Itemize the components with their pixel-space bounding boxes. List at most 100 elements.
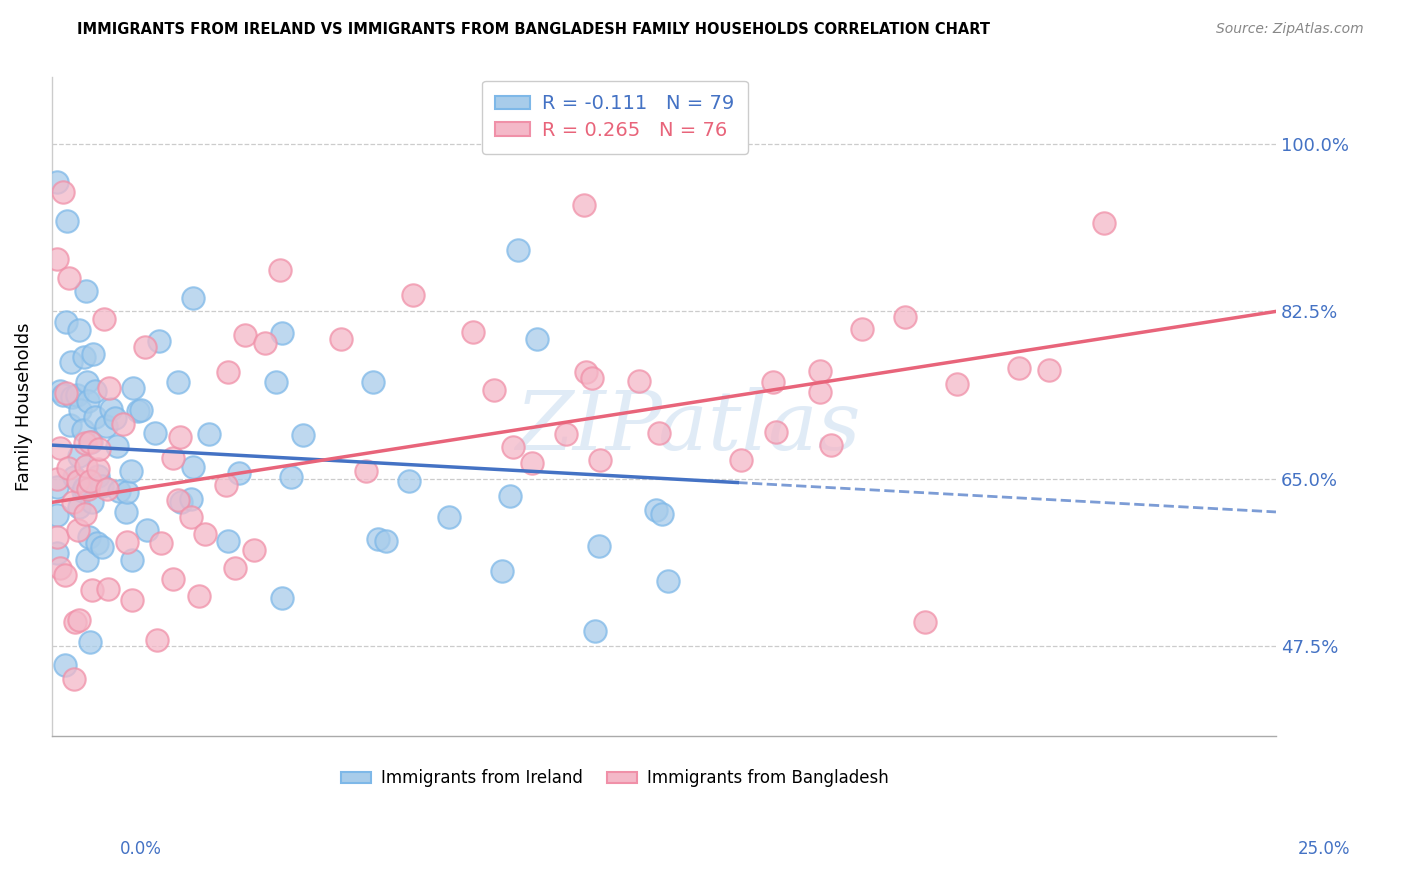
Point xyxy=(583,624,606,639)
Point xyxy=(894,310,917,324)
Point xyxy=(762,375,785,389)
Point xyxy=(402,287,425,301)
Point xyxy=(217,534,239,549)
Point xyxy=(648,426,671,441)
Point xyxy=(60,390,83,404)
Point xyxy=(82,494,104,508)
Point xyxy=(59,418,82,433)
Point xyxy=(253,335,276,350)
Point xyxy=(506,244,529,258)
Point xyxy=(520,456,543,470)
Point xyxy=(134,341,156,355)
Point xyxy=(90,540,112,554)
Point xyxy=(107,483,129,498)
Point xyxy=(97,582,120,596)
Point xyxy=(367,532,389,546)
Point xyxy=(112,417,135,432)
Point xyxy=(1092,216,1115,230)
Point xyxy=(264,375,287,389)
Point xyxy=(73,350,96,364)
Point xyxy=(730,453,752,467)
Point xyxy=(235,328,257,343)
Point xyxy=(69,402,91,417)
Point xyxy=(228,466,250,480)
Point xyxy=(162,450,184,465)
Point xyxy=(117,534,139,549)
Point xyxy=(167,492,190,507)
Point xyxy=(79,474,101,488)
Point xyxy=(651,507,673,521)
Point xyxy=(271,591,294,605)
Point xyxy=(45,546,67,560)
Text: 0.0%: 0.0% xyxy=(120,840,162,858)
Point xyxy=(169,430,191,444)
Point xyxy=(87,469,110,483)
Point xyxy=(115,505,138,519)
Point xyxy=(162,572,184,586)
Point xyxy=(145,633,167,648)
Point xyxy=(45,508,67,522)
Point xyxy=(215,478,238,492)
Point xyxy=(657,574,679,589)
Point xyxy=(588,453,610,467)
Point xyxy=(555,426,578,441)
Point xyxy=(58,271,80,285)
Point xyxy=(581,371,603,385)
Point xyxy=(100,402,122,417)
Point xyxy=(73,436,96,450)
Point xyxy=(67,323,90,337)
Point xyxy=(67,523,90,537)
Point xyxy=(280,470,302,484)
Point xyxy=(79,634,101,648)
Point xyxy=(80,583,103,598)
Point xyxy=(170,495,193,509)
Point xyxy=(49,384,72,398)
Point xyxy=(129,403,152,417)
Point xyxy=(398,474,420,488)
Point xyxy=(375,534,398,549)
Point xyxy=(354,463,377,477)
Point xyxy=(120,464,142,478)
Text: Source: ZipAtlas.com: Source: ZipAtlas.com xyxy=(1216,22,1364,37)
Point xyxy=(437,509,460,524)
Point xyxy=(77,482,100,496)
Point xyxy=(526,332,548,346)
Point xyxy=(121,593,143,607)
Point xyxy=(461,325,484,339)
Point xyxy=(1008,360,1031,375)
Point xyxy=(79,434,101,449)
Point xyxy=(765,425,787,440)
Point xyxy=(75,459,97,474)
Point xyxy=(96,483,118,497)
Point xyxy=(588,539,610,553)
Point xyxy=(73,481,96,495)
Point xyxy=(127,404,149,418)
Point xyxy=(150,535,173,549)
Point xyxy=(55,385,77,400)
Point xyxy=(361,375,384,389)
Point xyxy=(76,552,98,566)
Point xyxy=(224,561,246,575)
Point xyxy=(180,491,202,506)
Point xyxy=(82,346,104,360)
Point xyxy=(90,478,112,492)
Point xyxy=(45,252,67,266)
Point xyxy=(136,523,159,537)
Point xyxy=(271,326,294,341)
Point xyxy=(502,440,524,454)
Point xyxy=(45,176,67,190)
Point xyxy=(63,672,86,686)
Point xyxy=(180,510,202,524)
Text: ZIPatlas: ZIPatlas xyxy=(516,386,860,467)
Point xyxy=(269,262,291,277)
Point xyxy=(67,449,90,463)
Point xyxy=(122,381,145,395)
Point xyxy=(63,469,86,483)
Point xyxy=(198,427,221,442)
Point xyxy=(45,472,67,486)
Point xyxy=(143,425,166,440)
Point xyxy=(67,613,90,627)
Point xyxy=(62,495,84,509)
Point xyxy=(53,568,76,582)
Point xyxy=(59,354,82,368)
